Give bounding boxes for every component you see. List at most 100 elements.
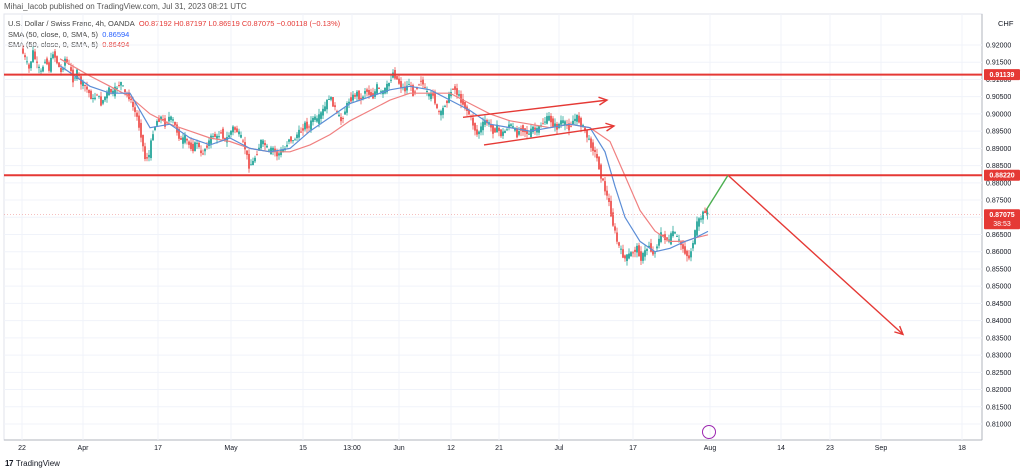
candle-body xyxy=(94,97,96,100)
candle-body xyxy=(432,92,434,96)
candle-body xyxy=(24,55,26,58)
price-tick-label: 0.88500 xyxy=(986,163,1011,170)
candle-body xyxy=(664,234,666,240)
candle-body xyxy=(644,250,646,257)
candle-body xyxy=(422,79,424,85)
price-tags: 0.91139 0.88220 0.87075 38:53 xyxy=(984,69,1020,230)
candle-body xyxy=(560,120,562,125)
time-tick-label: 21 xyxy=(495,445,503,452)
candle-body xyxy=(534,127,536,130)
price-tick-label: 0.85000 xyxy=(986,284,1011,291)
legend-symbol-row[interactable]: U.S. Dollar / Swiss Franc, 4h, OANDA O0.… xyxy=(8,19,340,30)
candle-body xyxy=(596,153,598,159)
candle-body xyxy=(528,133,530,135)
candle-body xyxy=(330,97,332,100)
candle-body xyxy=(686,250,688,257)
candle-body xyxy=(156,120,158,126)
candle-body xyxy=(482,121,484,131)
candle-body xyxy=(288,139,290,142)
candle-body xyxy=(132,101,134,108)
candle-body xyxy=(362,96,364,99)
price-tick-label: 0.81000 xyxy=(986,422,1011,429)
time-tick-label: 14 xyxy=(777,445,785,452)
candle-body xyxy=(292,140,294,142)
candle-body xyxy=(98,95,100,97)
candle-body xyxy=(34,51,36,60)
tv-logo-icon: 17 xyxy=(5,459,13,468)
candle-body xyxy=(144,146,146,160)
candle-body xyxy=(238,131,240,135)
candle-body xyxy=(168,116,170,122)
candle-body xyxy=(348,101,350,104)
candle-body xyxy=(196,142,198,144)
candle-body xyxy=(178,128,180,139)
candle-body xyxy=(30,61,32,69)
candle-body xyxy=(624,255,626,259)
candle-body xyxy=(298,129,300,138)
candle-body xyxy=(74,77,76,79)
candle-body xyxy=(554,123,556,127)
candle-body xyxy=(498,127,500,131)
candle-body xyxy=(608,198,610,203)
candle-body xyxy=(230,130,232,135)
candle-body xyxy=(424,87,426,89)
candle-body xyxy=(294,139,296,141)
candle-body xyxy=(412,85,414,97)
candle-body xyxy=(306,121,308,129)
candle-body xyxy=(326,99,328,110)
channel-lower-arrow xyxy=(483,125,615,146)
candle-body xyxy=(610,200,612,217)
candle-body xyxy=(430,92,432,100)
level-price-tag-0-bg xyxy=(984,69,1020,81)
candle-body xyxy=(192,143,194,152)
candle-body xyxy=(110,89,112,93)
candle-body xyxy=(108,87,110,96)
candle-body xyxy=(658,238,660,246)
candle-body xyxy=(646,249,648,251)
candle-body xyxy=(452,88,454,90)
candle-body xyxy=(386,83,388,93)
candle-body xyxy=(428,93,430,97)
candle-body xyxy=(52,54,54,59)
candle-body xyxy=(92,97,94,99)
tradingview-logo[interactable]: 17 TradingView xyxy=(5,459,60,468)
candle-body xyxy=(588,138,590,140)
candle-body xyxy=(124,89,126,93)
candle-body xyxy=(304,122,306,130)
time-tick-label: May xyxy=(224,445,238,452)
price-tick-label: 0.82000 xyxy=(986,387,1011,394)
candle-body xyxy=(634,249,636,252)
level-price-tag-1: 0.88220 xyxy=(989,173,1014,180)
candle-body xyxy=(312,117,314,122)
candle-body xyxy=(148,154,150,158)
candle-body xyxy=(272,147,274,151)
candle-body xyxy=(248,153,250,169)
candle-body xyxy=(618,242,620,246)
candle-body xyxy=(396,76,398,80)
candle-body xyxy=(246,150,248,155)
candle-body xyxy=(350,97,352,102)
candle-body xyxy=(532,126,534,133)
candle-body xyxy=(198,142,200,147)
candle-body xyxy=(206,145,208,148)
candle-body xyxy=(232,126,234,133)
price-tick-label: 0.91500 xyxy=(986,60,1011,67)
candle-body xyxy=(670,233,672,245)
time-tick-label: Aug xyxy=(704,445,717,452)
candle-body xyxy=(318,114,320,124)
candle-body xyxy=(214,133,216,137)
candle-body xyxy=(22,48,24,54)
time-tick-label: 23 xyxy=(826,445,834,452)
footer-brand: TradingView xyxy=(15,459,60,468)
legend-sma1-row[interactable]: SMA (50, close, 0, SMA, 5) 0.86594 xyxy=(8,30,340,41)
candle-body xyxy=(184,135,186,143)
candle-body xyxy=(648,245,650,248)
plot-frame xyxy=(3,13,983,441)
candle-body xyxy=(564,121,566,126)
price-tick-label: 0.92000 xyxy=(986,43,1011,50)
candle-body xyxy=(250,164,252,166)
candle-body xyxy=(606,190,608,196)
time-tick-label: 17 xyxy=(629,445,637,452)
candle-body xyxy=(262,140,264,145)
